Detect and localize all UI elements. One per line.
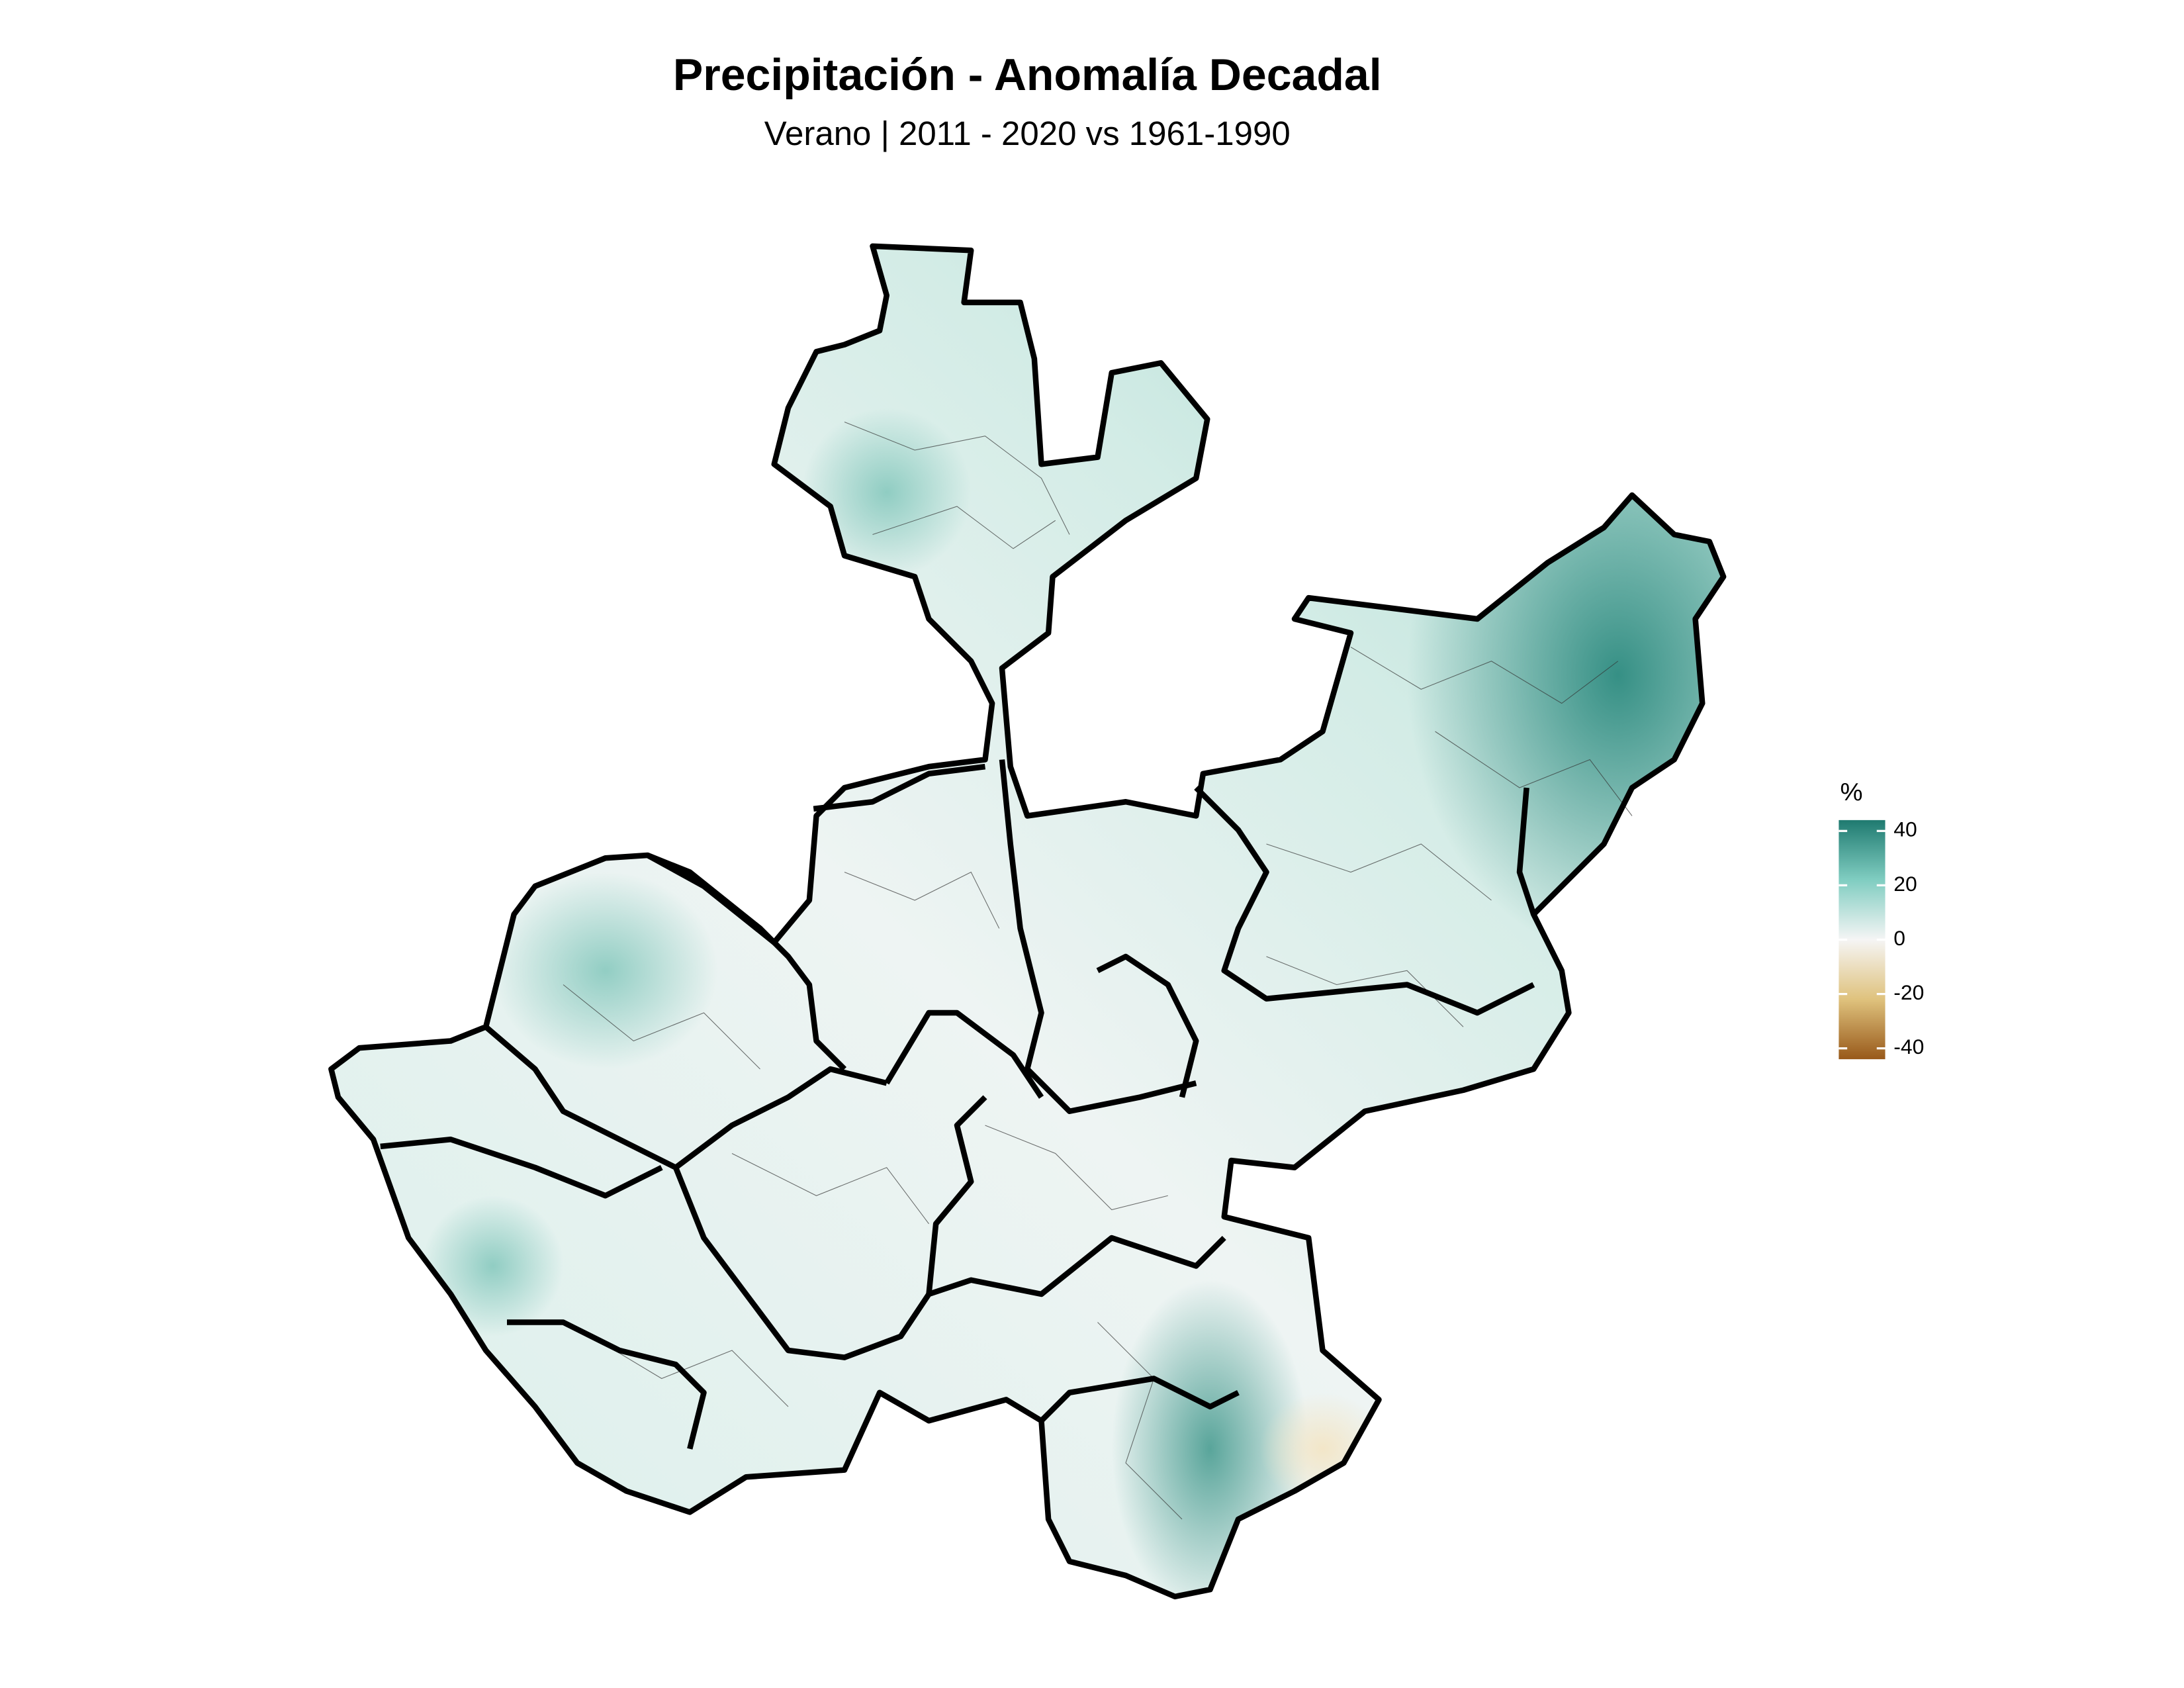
legend-title: % [1841,778,1863,806]
colorbar-tick-label: 20 [1893,872,1917,896]
colorbar-tick-label: -20 [1893,980,1924,1004]
map-subtitle: Verano | 2011 - 2020 vs 1961-1990 [764,115,1291,152]
municipal-borders [563,422,1633,1520]
region-borders [380,759,1537,1450]
legend: % 40 20 0 -20 -40 [1839,778,1924,1060]
map-title: Precipitación - Anomalía Decadal [673,50,1382,100]
colorbar-tick-label: 0 [1893,926,1905,950]
colorbar-tick-label: -40 [1893,1035,1924,1058]
colorbar-tick-label: 40 [1893,818,1917,841]
